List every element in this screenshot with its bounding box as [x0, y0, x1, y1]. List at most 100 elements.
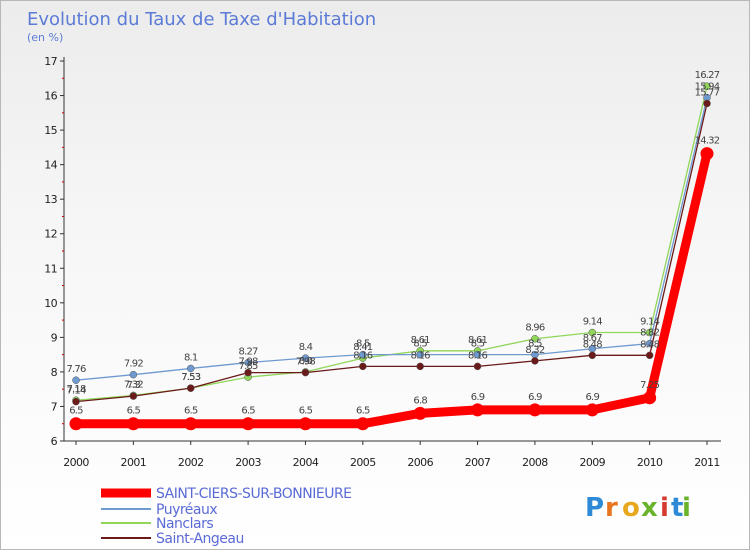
- y-tick-label: 12: [44, 228, 57, 241]
- data-point: [585, 403, 599, 417]
- series-line-3: [75, 103, 708, 403]
- data-point: [643, 391, 657, 405]
- data-label: 8.41: [353, 342, 373, 353]
- legend-label: Saint-Angeau: [156, 531, 244, 547]
- data-point: [588, 328, 597, 337]
- data-point: [126, 417, 140, 431]
- x-tick-label: 2002: [178, 456, 204, 469]
- data-label: 8.4: [299, 342, 313, 353]
- data-point: [531, 334, 539, 343]
- legend-label: Puyréaux: [156, 502, 217, 518]
- data-label: 8.5: [413, 339, 427, 350]
- data-label: 8.5: [356, 339, 370, 350]
- data-label: 6.9: [471, 392, 485, 403]
- x-tick-label: 2006: [407, 456, 433, 469]
- y-tick-label: 7: [51, 400, 58, 413]
- data-point: [301, 354, 310, 362]
- data-label: 6.5: [184, 406, 198, 417]
- data-label: 6.5: [356, 406, 370, 417]
- data-label: 8.1: [184, 352, 198, 363]
- data-label: 6.5: [69, 406, 83, 417]
- data-label: 8.67: [583, 333, 603, 344]
- data-point: [473, 350, 482, 359]
- x-tick-label: 2010: [637, 456, 663, 469]
- data-label: 6.9: [586, 392, 600, 403]
- series-layer: [69, 82, 714, 431]
- y-tick-label: 6: [51, 435, 58, 448]
- data-label: 16.27: [695, 70, 720, 81]
- data-label: 7.14: [66, 386, 86, 397]
- data-point: [528, 403, 542, 417]
- x-tick-label: 2000: [63, 456, 89, 469]
- x-tick-label: 2004: [293, 456, 319, 469]
- y-tick-label: 9: [51, 331, 58, 344]
- y-tick-label: 11: [44, 262, 57, 275]
- data-point: [244, 368, 252, 377]
- data-point: [413, 406, 427, 420]
- logo-letter: o: [622, 493, 640, 523]
- data-label: 7.53: [181, 372, 201, 383]
- x-tick-label: 2007: [465, 456, 491, 469]
- data-point: [703, 82, 711, 90]
- data-point: [69, 417, 83, 431]
- data-label: 8.48: [640, 339, 660, 350]
- data-label: 7.32: [124, 379, 144, 390]
- x-tick-label: 2008: [522, 456, 548, 469]
- data-labels-layer: 7.18 7.32 7.53 7.85 8.0 8.41 8.61 8.61 8.96 9.14 9…: [66, 70, 720, 417]
- data-label: 7.76: [66, 364, 86, 375]
- data-label: 15.94: [695, 82, 720, 93]
- series-line-1: [75, 97, 708, 381]
- axes: 6 7 8 9 10 11 12 13 14 15 16 17 2000 2001 2002 2003 2004…: [44, 55, 721, 469]
- series-line-0: [76, 152, 712, 429]
- data-label: 8.5: [471, 339, 485, 350]
- data-label: 7.25: [640, 380, 660, 391]
- data-label: 7.98: [296, 357, 316, 368]
- logo-letter: i: [660, 493, 669, 523]
- y-tick-label: 13: [44, 193, 57, 206]
- data-label: 8.48: [583, 339, 603, 350]
- data-point: [72, 376, 80, 384]
- legend-label: SAINT-CIERS-SUR-BONNIEURE: [156, 486, 352, 502]
- y-axis-unit-label: (en %): [27, 31, 63, 44]
- data-point: [700, 147, 714, 161]
- data-label: 8.61: [468, 335, 488, 346]
- data-label: 8.16: [353, 350, 373, 361]
- data-point: [473, 362, 482, 371]
- data-point: [72, 397, 80, 406]
- y-tick-label: 8: [51, 366, 58, 379]
- data-label: 8.27: [239, 347, 259, 358]
- y-tick-label: 15: [44, 124, 57, 137]
- data-label: 8.32: [525, 345, 545, 356]
- data-point: [129, 370, 138, 379]
- y-tick-label: 17: [44, 55, 57, 68]
- data-point: [416, 350, 424, 359]
- logo-letter: t: [671, 493, 683, 523]
- data-point: [645, 351, 654, 360]
- data-label: 14.32: [695, 136, 720, 147]
- data-point: [588, 351, 597, 360]
- logo-letter: x: [641, 493, 658, 523]
- data-point: [531, 357, 539, 365]
- data-point: [298, 417, 312, 431]
- x-tick-label: 2001: [121, 456, 147, 469]
- x-tick-label: 2009: [579, 456, 605, 469]
- data-point: [356, 417, 370, 431]
- logo-letter: P: [585, 493, 604, 523]
- data-label: 8.0: [299, 356, 313, 367]
- data-label: 9.14: [583, 317, 603, 328]
- data-label: 7.3: [127, 380, 141, 391]
- data-point: [416, 362, 424, 371]
- x-tick-label: 2003: [235, 456, 261, 469]
- data-label: 7.92: [124, 359, 144, 370]
- data-point: [359, 350, 367, 359]
- data-point: [129, 392, 138, 400]
- data-label: 8.96: [525, 323, 545, 334]
- data-point: [703, 99, 711, 108]
- x-tick-label: 2005: [350, 456, 376, 469]
- data-label: 15.77: [695, 87, 720, 98]
- y-tick-label: 16: [44, 90, 57, 103]
- data-label: 8.82: [640, 328, 660, 339]
- data-label: 8.61: [411, 335, 431, 346]
- y-tick-label: 14: [44, 159, 57, 172]
